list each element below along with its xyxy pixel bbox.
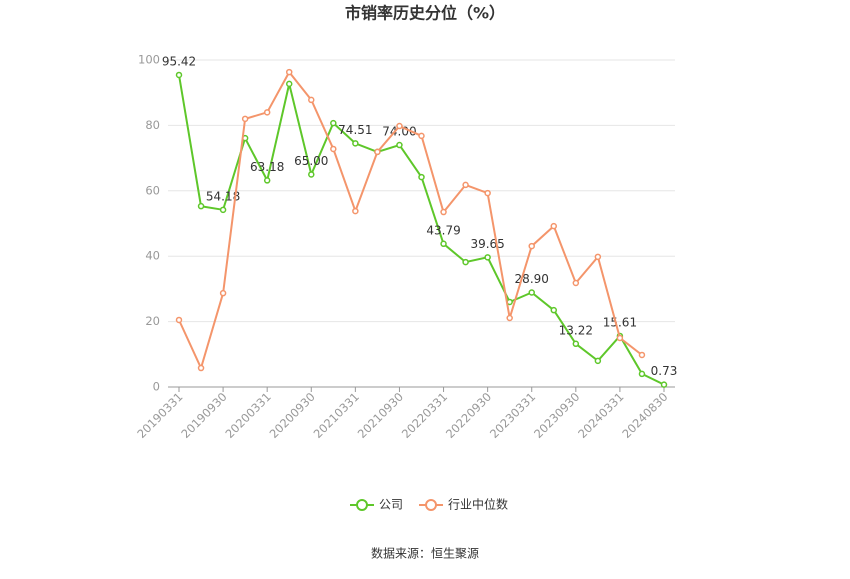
y-tick-label: 60 [145, 183, 160, 197]
y-tick-label: 20 [145, 314, 160, 328]
point [219, 206, 227, 214]
point [285, 80, 293, 88]
data-label: 63.18 [250, 160, 284, 174]
point [594, 357, 602, 365]
x-tick-label: 20240830 [619, 390, 670, 441]
point [528, 242, 535, 250]
x-tick-label: 20210930 [355, 390, 406, 441]
point [418, 132, 425, 140]
x-tick-label: 20220930 [443, 390, 494, 441]
x-tick-label: 20200331 [222, 390, 273, 441]
point [374, 148, 381, 156]
point [616, 334, 624, 342]
point [263, 177, 271, 184]
point [440, 208, 447, 216]
point [550, 222, 558, 230]
point [263, 109, 271, 116]
x-tick-label: 20190331 [134, 390, 185, 441]
point [175, 316, 183, 324]
point [572, 279, 580, 287]
point [484, 189, 491, 197]
legend-marker [425, 499, 438, 511]
data-label: 13.22 [559, 323, 593, 337]
point [462, 181, 469, 189]
point [572, 340, 580, 348]
data-label: 65.00 [294, 154, 328, 168]
x-tick-label: 20200930 [267, 390, 318, 441]
x-tick-label: 20190930 [178, 390, 229, 441]
point [418, 173, 425, 181]
point [462, 258, 469, 266]
x-tick-label: 20210331 [311, 390, 362, 441]
point [660, 381, 668, 388]
point [638, 351, 646, 359]
point [396, 141, 403, 149]
point [175, 71, 183, 79]
point [396, 122, 403, 130]
point [197, 364, 205, 372]
point [330, 145, 337, 153]
legend-label: 行业中位数 [448, 497, 508, 512]
point [484, 254, 491, 261]
point [219, 289, 227, 297]
data-label: 74.51 [338, 123, 372, 137]
point [241, 115, 249, 123]
point [352, 207, 359, 215]
point [308, 171, 315, 178]
point [308, 96, 315, 104]
point [506, 314, 513, 322]
data-label: 54.18 [206, 189, 240, 203]
point [594, 253, 602, 261]
legend-label: 公司 [379, 498, 403, 512]
y-tick-label: 40 [145, 249, 160, 263]
x-tick-label: 20220331 [399, 390, 450, 441]
y-tick-label: 100 [138, 53, 160, 67]
point [197, 202, 205, 210]
x-tick-label: 20230930 [531, 390, 582, 441]
chart-title: 市销率历史分位（%） [345, 4, 505, 23]
point [528, 289, 535, 296]
y-tick-label: 0 [153, 380, 160, 394]
x-tick-label: 20230331 [487, 390, 538, 441]
y-tick-label: 80 [145, 118, 160, 132]
point [440, 240, 447, 248]
data-label: 0.73 [651, 364, 678, 378]
point [330, 119, 337, 127]
data-label: 15.61 [603, 315, 637, 329]
data-label: 95.42 [162, 54, 196, 68]
data-label: 43.79 [426, 223, 460, 237]
point [550, 306, 558, 314]
point [285, 68, 293, 76]
point [638, 370, 646, 378]
x-tick-label: 20240331 [575, 390, 626, 441]
legend-marker [356, 499, 368, 511]
series-line [178, 74, 665, 386]
data-label: 39.65 [470, 237, 504, 251]
series-line [178, 70, 643, 371]
source-note: 数据来源：恒生聚源 [371, 546, 479, 561]
point [352, 140, 359, 147]
